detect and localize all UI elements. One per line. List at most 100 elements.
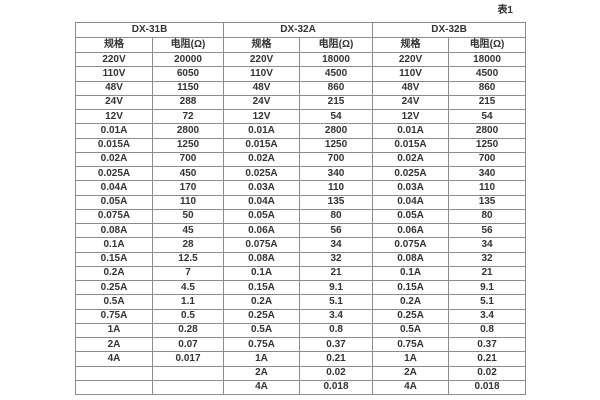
- table-cell: 0.08A: [372, 251, 450, 267]
- table-cell: 1250: [299, 137, 374, 153]
- table-cell: 110V: [75, 66, 153, 82]
- table-cell: 0.025A: [223, 165, 301, 182]
- table-cell: 48V: [75, 80, 153, 96]
- table-cell: 0.2A: [223, 294, 301, 310]
- table-cell: 12.5: [151, 251, 225, 267]
- table-cell: 0.5A: [223, 322, 301, 339]
- table-cell: 0.01A: [372, 123, 450, 139]
- table-row: 110V 6050 110V 4500 110V 4500: [75, 66, 527, 82]
- table-row: 0.75A 0.5 0.25A 3.4 0.25A 3.4: [75, 308, 527, 324]
- resistance-spec-table: DX-31B DX-32A DX-32B 规格 电阻(Ω) 规格 电阻(Ω) 规…: [74, 22, 527, 396]
- table-cell: 54: [299, 108, 374, 125]
- table-cell: 0.075A: [372, 237, 450, 253]
- table-caption: 表1: [497, 5, 513, 16]
- table-cell: [75, 365, 153, 381]
- table-cell: 860: [448, 80, 527, 96]
- table-cell: 9.1: [299, 279, 374, 296]
- table-cell: 220V: [223, 51, 301, 68]
- table-cell: 4.5: [151, 279, 225, 296]
- table-cell: 0.05A: [75, 194, 153, 210]
- table-row: 24V 288 24V 215 24V 215: [75, 94, 527, 111]
- table-cell: 0.07: [151, 336, 225, 353]
- table-cell: 50: [151, 208, 225, 225]
- table-cell: 0.03A: [223, 180, 301, 196]
- table-row: 0.02A 700 0.02A 700 0.02A 700: [75, 151, 527, 168]
- table-cell: 450: [151, 165, 225, 182]
- table-cell: 1250: [151, 137, 225, 153]
- table-cell: 0.017: [151, 351, 225, 367]
- table-cell: 3.4: [448, 308, 527, 324]
- table-cell: 2800: [448, 123, 527, 139]
- table-cell: 0.075A: [223, 237, 301, 253]
- col-header-resistance-dx32a: 电阻(Ω): [299, 37, 374, 53]
- table-cell: 0.21: [448, 351, 527, 367]
- table-cell: 12V: [372, 108, 450, 125]
- table-cell: 0.15A: [372, 279, 450, 296]
- table-row: 1A 0.28 0.5A 0.8 0.5A 0.8: [75, 322, 527, 339]
- table-cell: 0.03A: [372, 180, 450, 196]
- table-cell: 4A: [372, 379, 450, 396]
- table-cell: 32: [448, 251, 527, 267]
- table-cell: 24V: [75, 94, 153, 111]
- table-cell: 80: [448, 208, 527, 225]
- table-cell: 24V: [223, 94, 301, 111]
- table-cell: 0.02: [448, 365, 527, 381]
- table-cell: 0.02A: [75, 151, 153, 168]
- table-cell: 2800: [151, 123, 225, 139]
- table-row: 48V 1150 48V 860 48V 860: [75, 80, 527, 96]
- table-cell: 215: [299, 94, 374, 111]
- table-cell: 0.5A: [372, 322, 450, 339]
- table-cell: 1150: [151, 80, 225, 96]
- table-cell: 110V: [372, 66, 450, 82]
- table-cell: 1250: [448, 137, 527, 153]
- table-cell: 110V: [223, 66, 301, 82]
- table-cell: 0.02: [299, 365, 374, 381]
- table-cell: 1A: [223, 351, 301, 367]
- table-row: 0.075A 50 0.05A 80 0.05A 80: [75, 208, 527, 225]
- group-header-dx31b: DX-31B: [74, 22, 225, 38]
- table-cell: 0.02A: [372, 151, 450, 168]
- table-row: 12V 72 12V 54 12V 54: [75, 108, 527, 125]
- col-header-spec-dx32b: 规格: [372, 37, 450, 53]
- table-cell: 5.1: [299, 294, 374, 310]
- table-cell: 0.075A: [75, 208, 153, 225]
- table-cell: 0.06A: [372, 222, 450, 239]
- table-cell: 24V: [372, 94, 450, 111]
- table-cell: 0.015A: [75, 137, 153, 153]
- table-cell: 0.25A: [75, 279, 153, 296]
- table-cell: 288: [151, 94, 225, 111]
- table-cell: 0.1A: [75, 237, 153, 253]
- table-cell: 12V: [75, 108, 153, 125]
- table-cell: 0.02A: [223, 151, 301, 168]
- table-cell: 135: [299, 194, 374, 210]
- table-cell: 20000: [151, 51, 225, 68]
- spec-table-body: 220V 20000 220V 18000 220V 18000 110V 6050 110V 4…: [75, 51, 527, 396]
- table-cell: 2A: [223, 365, 301, 381]
- col-header-spec-dx31b: 规格: [75, 37, 153, 53]
- table-cell: 860: [299, 80, 374, 96]
- table-row: 0.05A 110 0.04A 135 0.04A 135: [75, 194, 527, 210]
- table-cell: 4A: [75, 351, 153, 367]
- table-cell: 12V: [223, 108, 301, 125]
- table-cell: 0.21: [299, 351, 374, 367]
- table-cell: 0.75A: [372, 336, 450, 353]
- table-cell: 21: [448, 265, 527, 282]
- table-cell: 0.2A: [75, 265, 153, 282]
- table-row: 0.5A 1.1 0.2A 5.1 0.2A 5.1: [75, 294, 527, 310]
- table-cell: 0.75A: [223, 336, 301, 353]
- table-cell: 28: [151, 237, 225, 253]
- table-cell: 4500: [299, 66, 374, 82]
- table-cell: 135: [448, 194, 527, 210]
- table-row: 2A 0.02 2A 0.02: [75, 365, 527, 381]
- group-header-row: DX-31B DX-32A DX-32B: [74, 22, 527, 38]
- table-header: DX-31B DX-32A DX-32B 规格 电阻(Ω) 规格 电阻(Ω) 规…: [74, 22, 527, 53]
- table-cell: 7: [151, 265, 225, 282]
- table-cell: 0.05A: [223, 208, 301, 225]
- table-cell: 110: [299, 180, 374, 196]
- table-cell: 110: [448, 180, 527, 196]
- table-cell: [151, 379, 225, 396]
- table-cell: 0.5A: [75, 294, 153, 310]
- table-cell: 9.1: [448, 279, 527, 296]
- table-cell: 32: [299, 251, 374, 267]
